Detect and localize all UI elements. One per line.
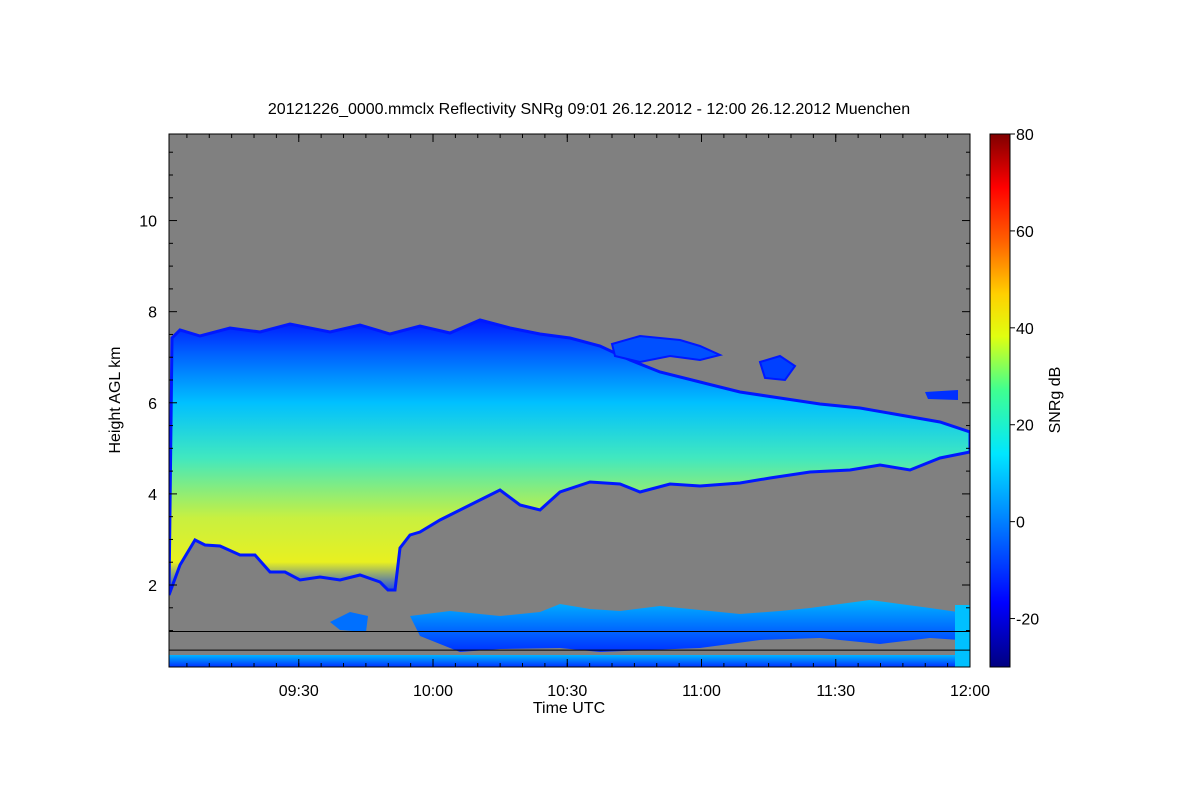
cloud-layer [169,318,970,596]
y-tick-label: 4 [148,487,157,504]
colorbar-tick-label: 0 [1016,515,1025,532]
x-tick-label: 09:30 [279,683,319,700]
x-tick-label: 10:30 [547,683,587,700]
colorbar [989,133,1011,668]
right-edge-echo [955,605,970,667]
x-axis: 09:30 10:00 10:30 11:00 11:30 12:00 [186,134,990,700]
colorbar-axis: -20 0 20 40 60 80 [1010,127,1039,629]
y-tick-label: 8 [148,305,157,322]
x-tick-label: 12:00 [950,683,990,700]
colorbar-tick-label: 20 [1016,418,1034,435]
x-tick-label: 11:00 [682,683,721,700]
x-axis-label: Time UTC [533,700,605,717]
upper-cloud-patch-2 [758,354,797,382]
surface-clutter [169,655,959,667]
boundary-layer-echo [410,600,960,652]
upper-cloud-patch-3 [925,390,958,400]
colorbar-tick-label: 80 [1016,127,1034,144]
y-axis: 2 4 6 8 10 [139,151,970,632]
upper-cloud-patch [610,334,724,364]
colorbar-label: SNRg dB [1047,367,1064,434]
echo-field [169,318,970,667]
plot-frame [168,133,971,668]
y-axis-label: Height AGL km [107,346,124,453]
y-tick-label: 10 [139,214,157,231]
colorbar-tick-label: 40 [1016,321,1034,338]
y-tick-label: 6 [148,396,157,413]
boundary-layer-echo-2 [330,612,368,632]
colorbar-tick-label: 60 [1016,224,1034,241]
chart-title: 20121226_0000.mmclx Reflectivity SNRg 09… [268,101,910,118]
y-tick-label: 2 [148,578,157,595]
x-tick-label: 10:00 [413,683,453,700]
colorbar-tick-label: -20 [1016,612,1039,629]
x-tick-label: 11:30 [816,683,855,700]
